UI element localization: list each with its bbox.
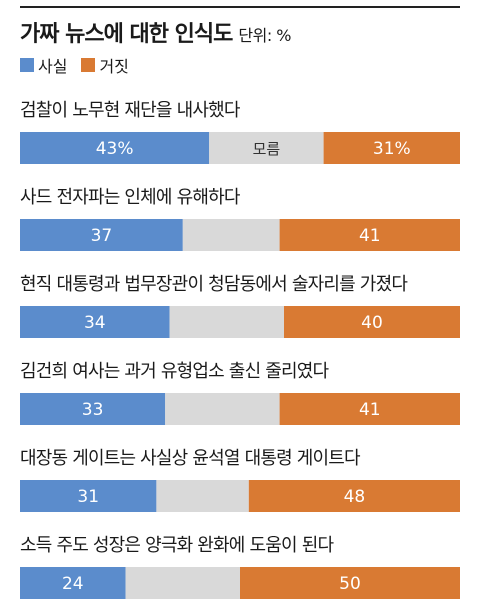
bar-segment-unknown bbox=[169, 306, 284, 338]
value-label-true: 43% bbox=[96, 139, 134, 159]
value-label-unknown: 모름 bbox=[253, 140, 281, 158]
legend-label-false: 거짓 bbox=[99, 57, 129, 76]
bar-segment-true bbox=[20, 480, 157, 512]
question-label: 현직 대통령과 법무장관이 청담동에서 술자리를 가졌다 bbox=[20, 274, 408, 295]
bar-segment-true bbox=[20, 306, 170, 338]
bar-segment-false bbox=[248, 480, 460, 512]
legend: 사실 거짓 bbox=[20, 53, 143, 77]
value-label-true: 33 bbox=[82, 400, 104, 420]
question-label: 김건희 여사는 과거 유형업소 출신 줄리였다 bbox=[20, 361, 329, 382]
bar-segment-true bbox=[20, 132, 210, 164]
legend-swatch-true bbox=[20, 58, 34, 72]
bar-segment-false bbox=[240, 567, 460, 599]
question-label: 검찰이 노무현 재단을 내사했다 bbox=[20, 100, 240, 121]
value-label-true: 24 bbox=[62, 574, 84, 594]
chart-title: 가짜 뉴스에 대한 인식도 bbox=[20, 22, 233, 47]
value-label-true: 37 bbox=[91, 226, 113, 246]
bar-segment-unknown bbox=[209, 132, 324, 164]
top-rule bbox=[20, 6, 460, 8]
value-label-true: 31 bbox=[77, 487, 99, 507]
bar-segment-false bbox=[323, 132, 460, 164]
bar-segment-unknown bbox=[182, 219, 280, 251]
value-label-false: 41 bbox=[359, 400, 381, 420]
bar-segment-false bbox=[279, 219, 460, 251]
bar-segment-false bbox=[279, 393, 460, 425]
legend-item-false: 거짓 bbox=[81, 53, 129, 77]
header: 가짜 뉴스에 대한 인식도 단위: % bbox=[20, 16, 292, 50]
bar-segment-unknown bbox=[125, 567, 240, 599]
legend-label-true: 사실 bbox=[38, 57, 68, 76]
bar-segment-unknown bbox=[156, 480, 249, 512]
unit-label: 단위: % bbox=[238, 26, 292, 45]
value-label-false: 31% bbox=[373, 139, 411, 159]
bar-segment-true bbox=[20, 393, 166, 425]
question-label: 대장동 게이트는 사실상 윤석열 대통령 게이트다 bbox=[20, 448, 361, 469]
value-label-false: 40 bbox=[361, 313, 383, 333]
bar-segment-true bbox=[20, 567, 126, 599]
value-label-true: 34 bbox=[84, 313, 106, 333]
bar-segment-true bbox=[20, 219, 183, 251]
legend-item-true: 사실 bbox=[20, 53, 67, 77]
bar-segment-unknown bbox=[165, 393, 280, 425]
question-label: 사드 전자파는 인체에 유해하다 bbox=[20, 187, 240, 208]
value-label-false: 41 bbox=[359, 226, 381, 246]
legend-swatch-false bbox=[81, 58, 96, 72]
value-label-false: 50 bbox=[339, 574, 361, 594]
question-label: 소득 주도 성장은 양극화 완화에 도움이 된다 bbox=[20, 535, 334, 556]
value-label-false: 48 bbox=[344, 487, 366, 507]
bar-segment-false bbox=[284, 306, 460, 338]
